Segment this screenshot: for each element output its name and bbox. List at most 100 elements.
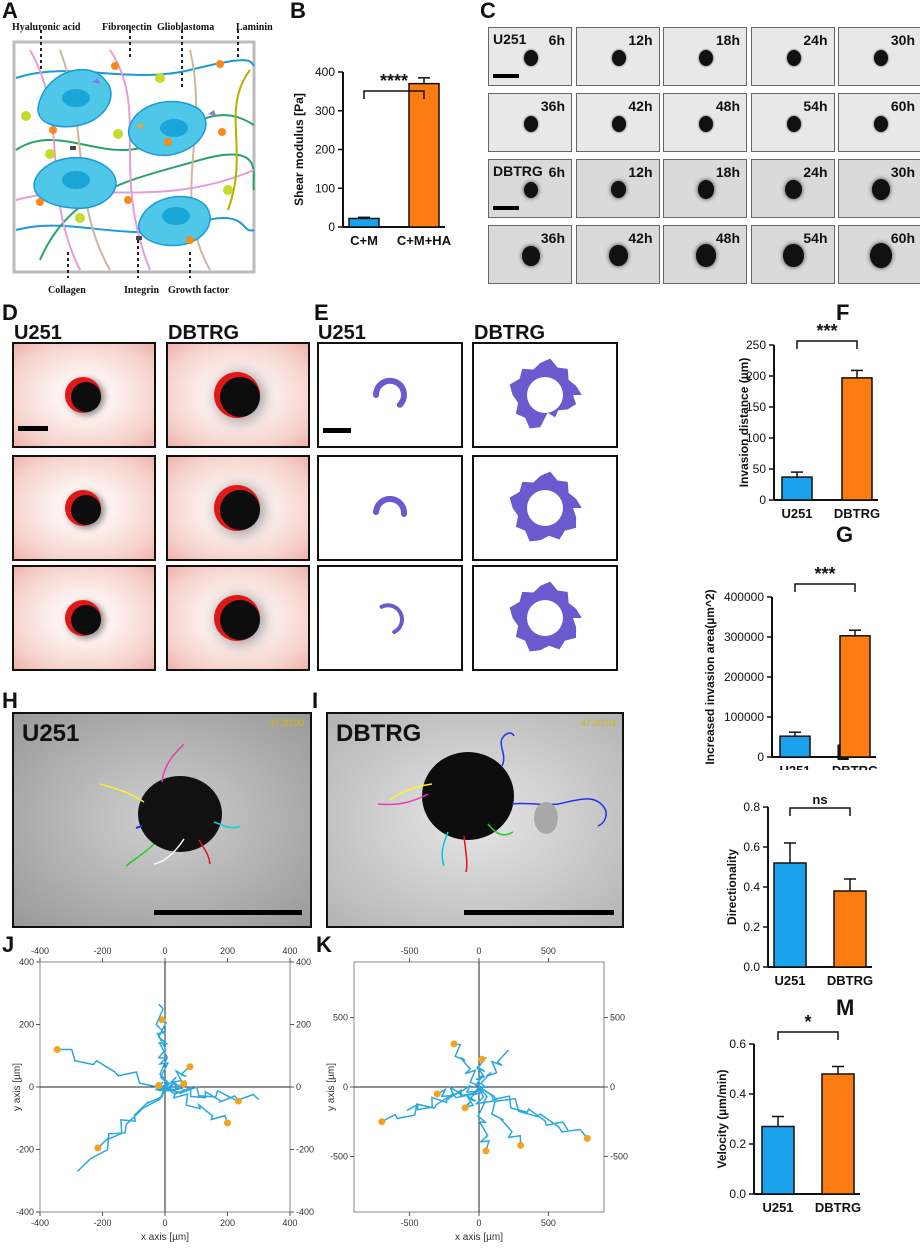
scale-bar	[493, 206, 519, 210]
panel-label-k: K	[316, 932, 332, 957]
trajectory	[453, 1043, 483, 1088]
shear-modulus-chart: 0 100 200 300 400 Shear modulus [Pa] C+M C+M+HA…	[292, 65, 452, 248]
trajectory-endpoint	[224, 1119, 231, 1127]
y-tick-label-right: 400	[296, 957, 311, 967]
bar-dbtrg	[821, 1073, 855, 1195]
y-tick-label: 0	[328, 220, 335, 234]
timepoint-label: 60h	[890, 230, 915, 246]
panel-label-c: C	[480, 0, 496, 23]
i-label: DBTRG	[336, 720, 422, 747]
category-label: C+M+HA	[397, 233, 452, 248]
y-tick-label: 300	[315, 104, 335, 118]
panel-label-g: G	[836, 522, 854, 547]
x-tick-label-bottom: -400	[31, 1218, 49, 1228]
timelapse-frame: 54h	[750, 225, 835, 284]
y-tick-label: 0.2	[729, 1137, 746, 1151]
significance-label: ****	[380, 71, 408, 91]
timelapse-frame: 54h	[750, 93, 835, 152]
x-tick-label-bottom: 0	[476, 1218, 481, 1228]
timelapse-frame: 6h U251	[488, 27, 572, 86]
y-tick-label-right: -500	[610, 1151, 628, 1161]
cell-line-label: U251	[493, 31, 527, 47]
timelapse-frame: 36h	[488, 93, 572, 152]
y-tick-label-left: -200	[16, 1145, 34, 1155]
y-tick-label-right: -400	[296, 1207, 314, 1217]
mask-arc	[372, 377, 407, 408]
spheroid	[786, 49, 801, 66]
timelapse-frame: 24h	[750, 159, 835, 218]
timepoint-label: 30h	[890, 32, 915, 48]
significance-bracket	[777, 1031, 839, 1040]
spheroid	[874, 115, 888, 132]
d-col-u251: U251	[14, 322, 62, 344]
timepoint-label: 54h	[803, 98, 828, 114]
label-hyaluronic-acid: Hyaluronic acid	[12, 22, 81, 33]
x-tick-label-top: -200	[93, 946, 111, 956]
trajectory-endpoint	[517, 1141, 525, 1149]
x-tick-label-bottom: -200	[93, 1218, 111, 1228]
timelapse-frame: 36h	[488, 225, 572, 284]
y-tick-label: 50	[753, 462, 767, 476]
x-tick-label-bottom: 400	[282, 1218, 297, 1228]
x-tick-label-top: -500	[401, 946, 419, 956]
invasion-mask	[317, 342, 463, 448]
timepoint-label: 18h	[715, 164, 740, 180]
y-axis-label: Invasion distance (µm)	[737, 358, 751, 488]
stained-image	[12, 455, 156, 561]
stained-image	[166, 565, 310, 671]
y-axis-label: Velocity (µm/min)	[715, 1070, 729, 1169]
spheroid	[220, 600, 260, 640]
spheroid	[783, 243, 804, 268]
mask-arc	[379, 603, 404, 634]
timepoint-label: 24h	[803, 32, 828, 48]
spheroid	[870, 242, 892, 269]
bar-u251	[761, 1125, 795, 1195]
scale-bar	[493, 74, 519, 78]
panel-label-l: L	[836, 740, 850, 765]
panel-label-m: M	[836, 995, 855, 1020]
timelapse-frame: 12h	[575, 27, 660, 86]
y-tick-label-left: 200	[19, 1020, 34, 1030]
trajectory-endpoint	[433, 1090, 441, 1098]
label-glioblastoma: Glioblastoma	[157, 22, 215, 33]
y-tick-label: 100000	[724, 710, 764, 724]
y-tick-label: 0.2	[743, 920, 760, 934]
y-tick-label: 0.4	[743, 880, 760, 894]
spheroid	[524, 181, 538, 198]
bar-dbtrg	[833, 890, 867, 968]
timepoint-label: 24h	[803, 164, 828, 180]
timepoint-label: 48h	[715, 98, 740, 114]
y-tick-label: 100	[315, 181, 335, 195]
spheroid	[786, 115, 801, 132]
invasion-distance-chart: 0 50 100 150 200 250 Invasion distance (µm) U25…	[737, 321, 880, 520]
trajectory-endpoint	[53, 1046, 61, 1053]
scale-bar	[323, 428, 351, 433]
category-label: U251	[779, 763, 810, 770]
timepoint-label: 60h	[890, 98, 915, 114]
panel-label-h: H	[2, 688, 18, 713]
e-col-u251: U251	[318, 322, 366, 344]
mask-core	[527, 377, 563, 413]
h-label: U251	[22, 720, 80, 747]
y-tick-label: 200	[315, 143, 335, 157]
trajectory	[76, 1086, 166, 1172]
timepoint-label: 6h	[548, 32, 565, 48]
trajectory-endpoint	[461, 1104, 469, 1112]
timelapse-frame: 30h	[838, 159, 920, 218]
spheroid	[699, 49, 713, 66]
x-tick-label-top: 500	[541, 946, 556, 956]
stained-image	[12, 565, 156, 671]
trajectory	[157, 1019, 170, 1088]
y-tick-label: 0.6	[743, 840, 760, 854]
d-col-dbtrg: DBTRG	[168, 322, 240, 344]
timelapse-frame: 30h	[838, 27, 920, 86]
timepoint-label: 6h	[548, 164, 565, 180]
trajectory-endpoint	[94, 1144, 102, 1152]
y-tick-label-right: 0	[610, 1082, 615, 1092]
timelapse-frame: 12h	[575, 159, 660, 218]
significance-bracket	[794, 583, 856, 592]
y-tick-label-left: -500	[330, 1151, 348, 1161]
y-axis-label: y axis [µm]	[326, 1063, 337, 1111]
trajectory-endpoint	[482, 1147, 490, 1155]
trajectory-endpoint	[583, 1134, 591, 1142]
